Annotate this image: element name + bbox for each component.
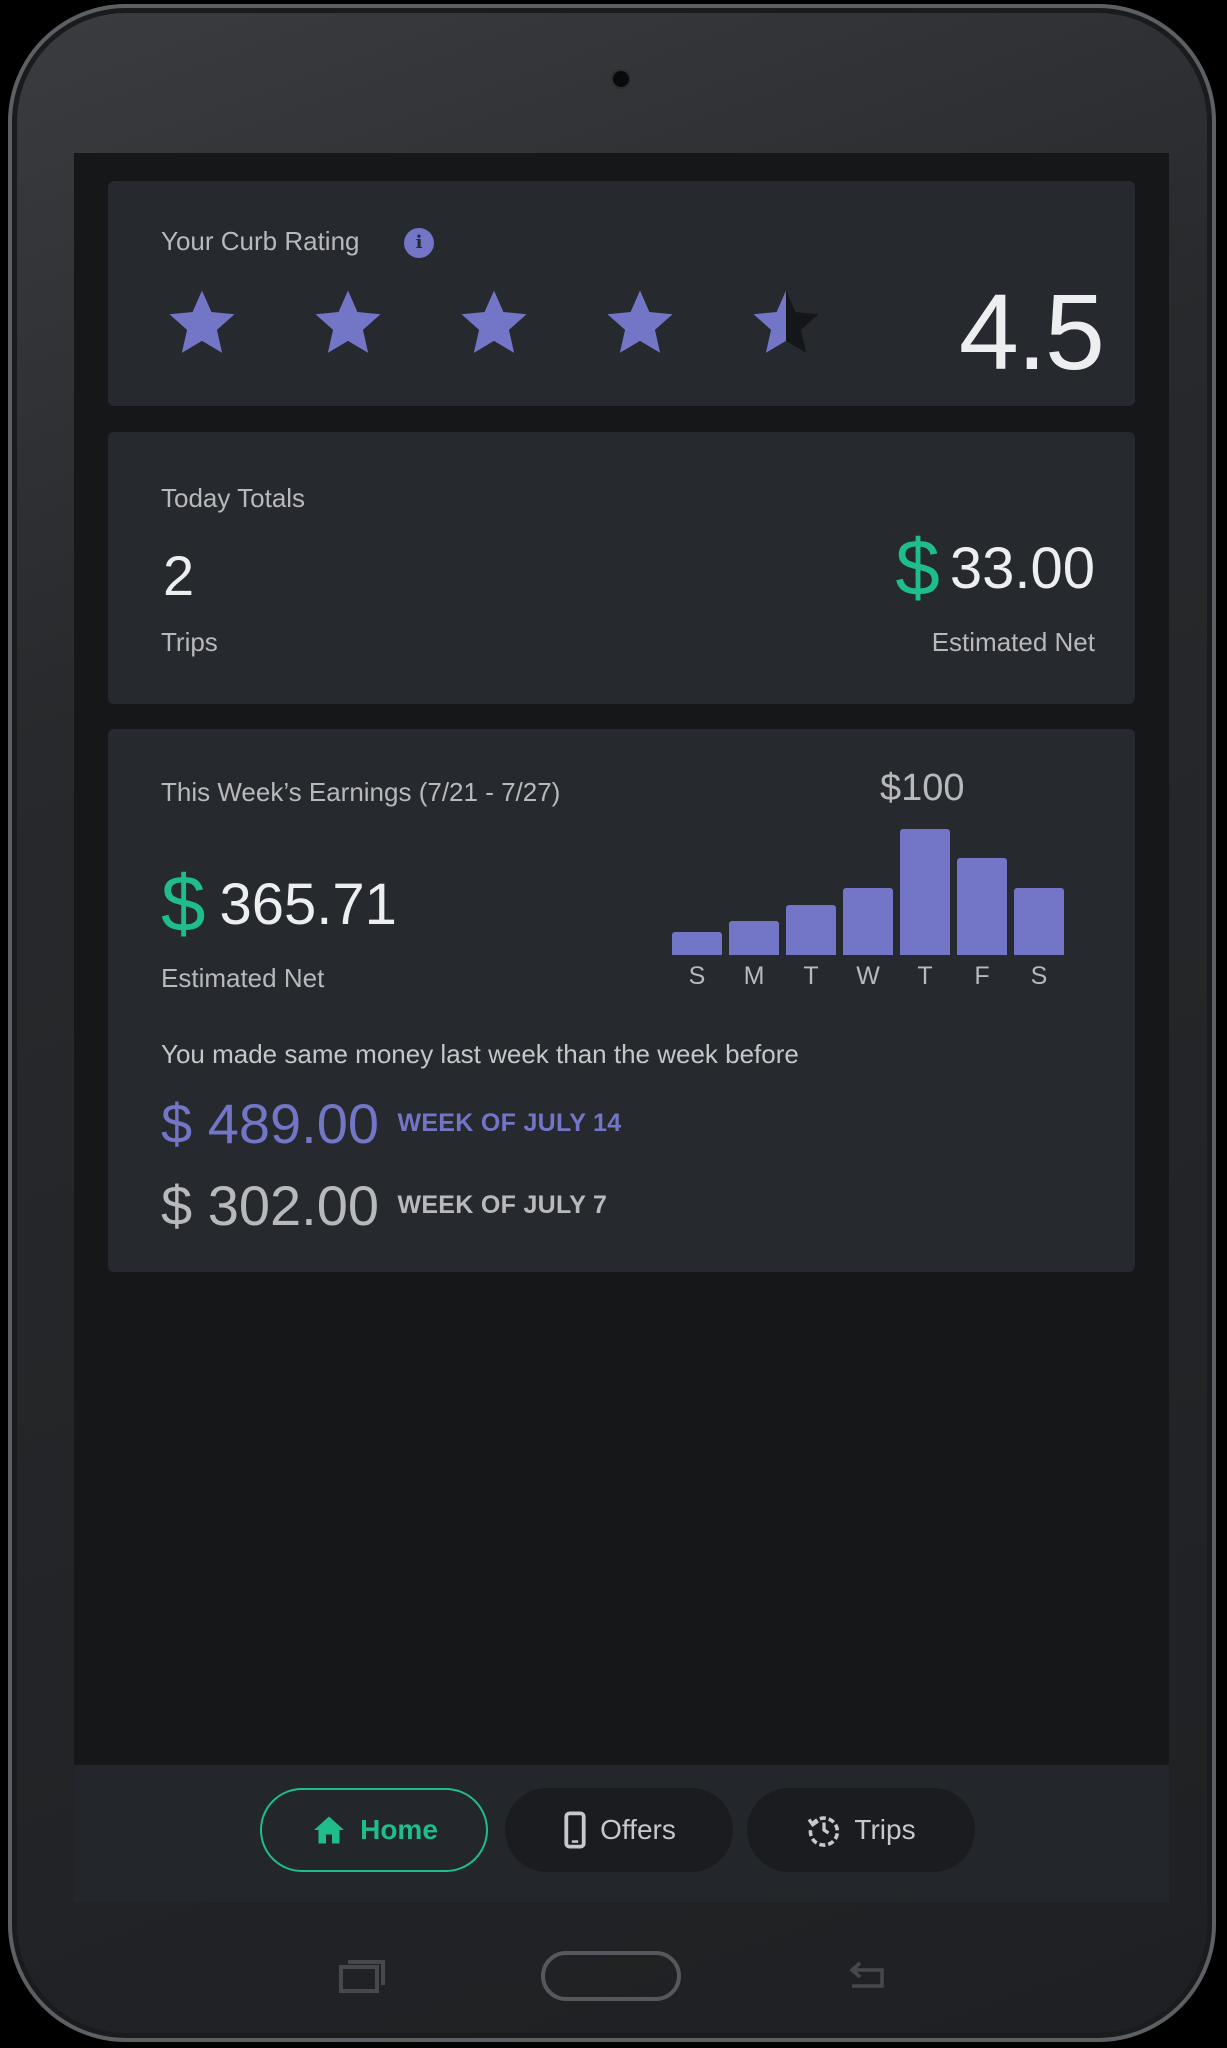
rating-title: Your Curb Rating [161, 226, 360, 256]
home-key[interactable] [541, 1951, 681, 2001]
weekly-bar-chart: $100 S M T W T F S [108, 729, 1135, 1029]
chart-bar [1014, 888, 1064, 955]
info-icon[interactable]: i [404, 228, 434, 258]
dollar-icon: $ [161, 859, 206, 948]
nav-trips-label: Trips [854, 1814, 916, 1845]
comparison-text: You made same money last week than the w… [161, 1039, 799, 1069]
chart-day-label: M [743, 962, 765, 990]
chart-day-label: S [688, 962, 706, 990]
home-icon [314, 1816, 345, 1844]
chart-bar [729, 921, 779, 955]
recent-apps-icon[interactable] [338, 1959, 386, 1995]
previous-week-row-1: $ 489.00 WEEK OF JULY 14 [161, 1091, 621, 1156]
previous-week-label: WEEK OF JULY 14 [397, 1109, 622, 1137]
previous-week-amount: $ 302.00 [161, 1174, 379, 1237]
today-net-label: Estimated Net [931, 627, 1095, 657]
rating-card: Your Curb Rating i 4.5 [108, 181, 1135, 406]
bottom-navigation: Home Offers Trips [74, 1765, 1169, 1902]
star-icon-3 [461, 290, 527, 353]
today-net-amount: 33.00 [949, 535, 1095, 601]
nav-offers-button[interactable]: Offers [505, 1788, 733, 1872]
nav-home-label: Home [360, 1814, 438, 1845]
star-half-icon [753, 290, 819, 353]
today-title: Today Totals [161, 483, 306, 513]
nav-offers-label: Offers [600, 1814, 676, 1845]
trips-label: Trips [161, 627, 218, 657]
star-icon-1 [169, 290, 235, 353]
nav-home-button[interactable]: Home [260, 1788, 488, 1872]
chart-bar [957, 858, 1007, 955]
previous-week-amount: $ 489.00 [161, 1092, 379, 1155]
star-icon-4 [607, 290, 673, 353]
chart-day-label: W [856, 962, 880, 990]
rating-value: 4.5 [958, 271, 1105, 392]
back-icon[interactable] [844, 1960, 890, 1992]
chart-bar [672, 932, 722, 955]
chart-day-label: T [917, 962, 933, 990]
week-earnings-card: This Week’s Earnings (7/21 - 7/27) $ 365… [108, 729, 1135, 1272]
chart-bar [843, 888, 893, 955]
history-icon [808, 1816, 840, 1847]
app-screen: Your Curb Rating i 4.5 [74, 153, 1169, 1902]
chart-max-label: $100 [880, 767, 965, 809]
nav-trips-button[interactable]: Trips [747, 1788, 975, 1872]
phone-icon [564, 1811, 586, 1849]
previous-week-label: WEEK OF JULY 7 [397, 1191, 608, 1219]
front-camera [613, 71, 629, 87]
star-icon-2 [315, 290, 381, 353]
chart-day-label: S [1030, 962, 1048, 990]
chart-day-label: T [803, 962, 819, 990]
trips-count: 2 [163, 544, 195, 607]
dollar-icon: $ [895, 523, 940, 612]
chart-bar [786, 905, 836, 955]
chart-bar [900, 829, 950, 955]
today-totals-card: Today Totals 2 Trips $ 33.00 Estimated N… [108, 432, 1135, 704]
week-title: This Week’s Earnings (7/21 - 7/27) [161, 777, 561, 807]
week-net-value: $ 365.71 [161, 864, 397, 944]
tablet-frame: Your Curb Rating i 4.5 [8, 4, 1216, 2042]
today-net-value: $ 33.00 [895, 528, 1095, 608]
week-net-amount: 365.71 [219, 871, 397, 937]
week-net-label: Estimated Net [161, 963, 325, 993]
chart-day-label: F [974, 962, 990, 990]
previous-week-row-2: $ 302.00 WEEK OF JULY 7 [161, 1173, 607, 1238]
